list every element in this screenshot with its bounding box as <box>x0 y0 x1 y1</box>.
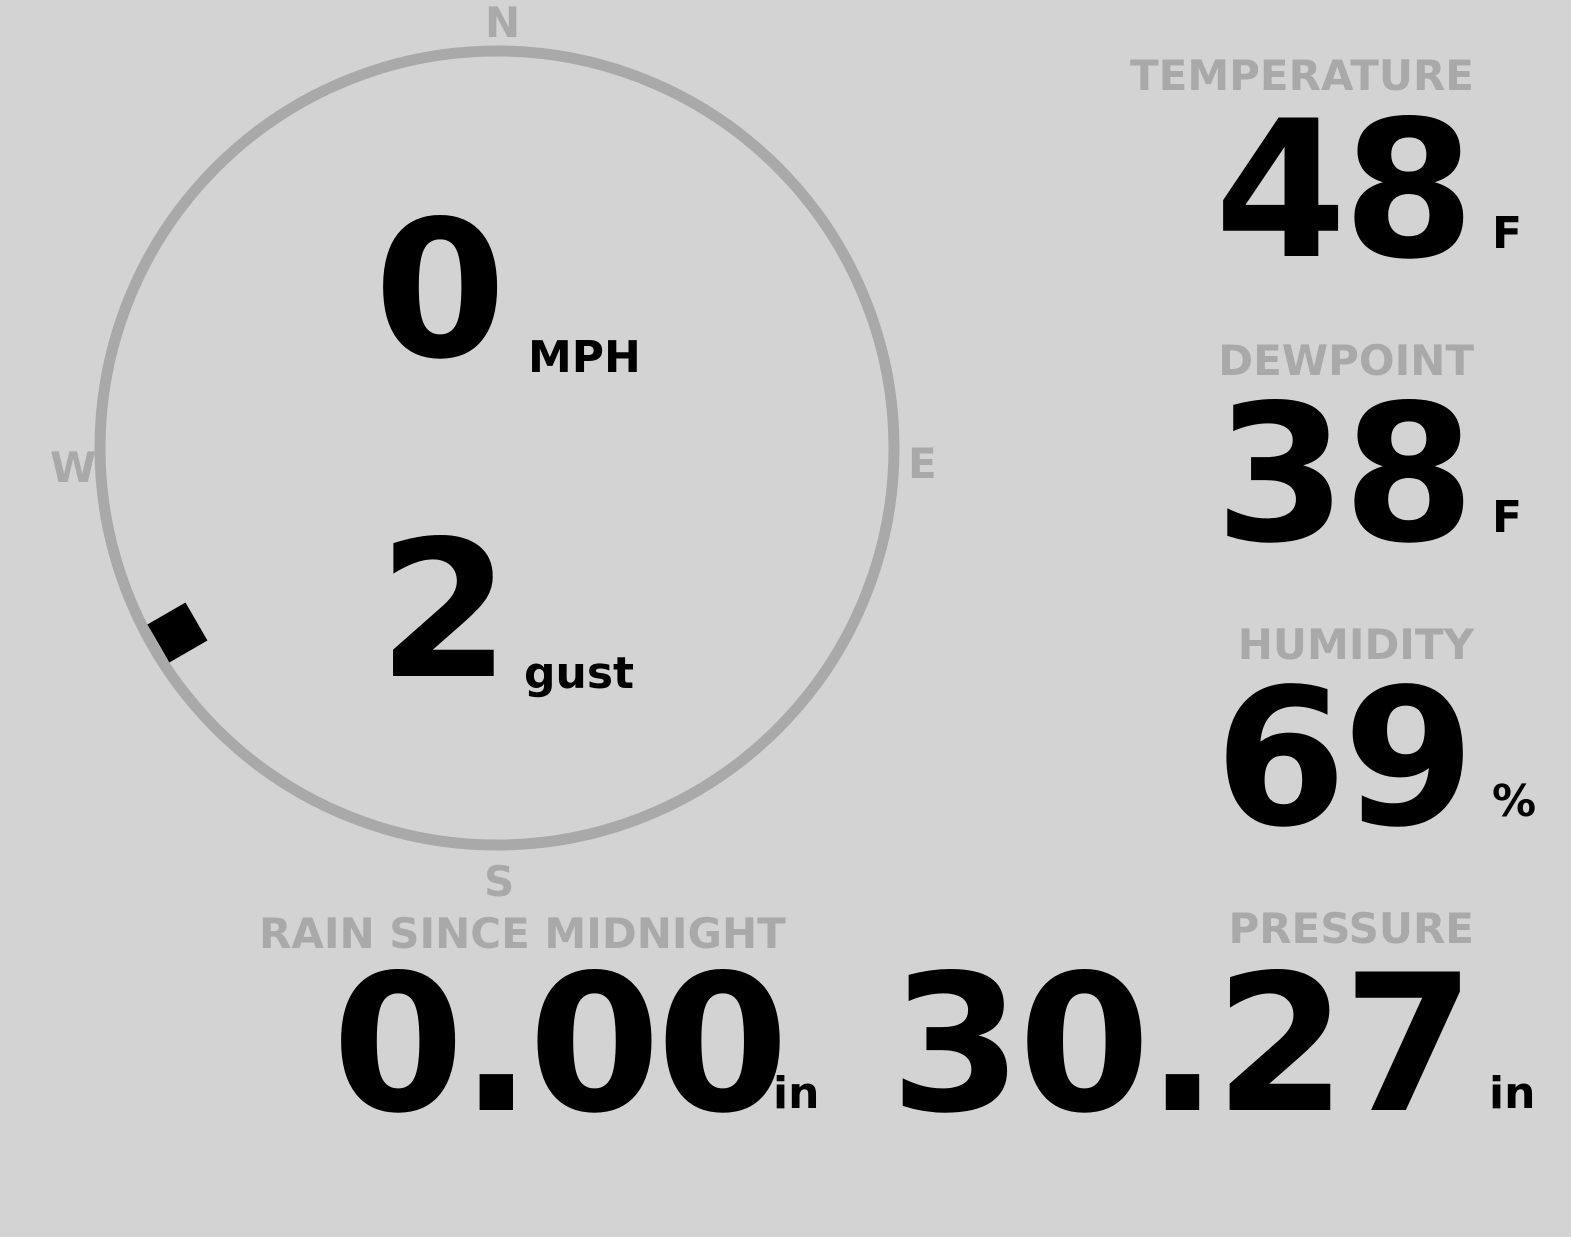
rain-value: 0.00 <box>332 934 789 1155</box>
dewpoint-value: 38 <box>1214 364 1475 585</box>
dewpoint-unit: F <box>1492 492 1523 543</box>
compass-south: S <box>484 857 515 906</box>
humidity-unit: % <box>1492 776 1537 827</box>
compass-north: N <box>485 0 521 47</box>
humidity-value: 69 <box>1214 648 1475 869</box>
pressure-value: 30.27 <box>890 934 1475 1155</box>
temperature-label: TEMPERATURE <box>1130 51 1474 100</box>
rain-label: RAIN SINCE MIDNIGHT <box>259 909 786 958</box>
wind-speed-value: 0 <box>374 180 506 401</box>
compass-east: E <box>908 439 937 488</box>
compass-ring <box>94 45 900 851</box>
temperature-unit: F <box>1492 208 1523 259</box>
wind-gust-unit: gust <box>524 648 635 699</box>
humidity-label: HUMIDITY <box>1237 620 1474 669</box>
pressure-label: PRESSURE <box>1228 904 1474 953</box>
temperature-value: 48 <box>1214 80 1475 301</box>
pressure-unit: in <box>1489 1068 1536 1119</box>
compass-west: W <box>50 443 97 492</box>
wind-direction-marker <box>147 602 208 663</box>
wind-speed-unit: MPH <box>528 332 641 383</box>
wind-gust-value: 2 <box>378 500 510 721</box>
dewpoint-label: DEWPOINT <box>1218 336 1474 385</box>
rain-unit: in <box>773 1068 820 1119</box>
